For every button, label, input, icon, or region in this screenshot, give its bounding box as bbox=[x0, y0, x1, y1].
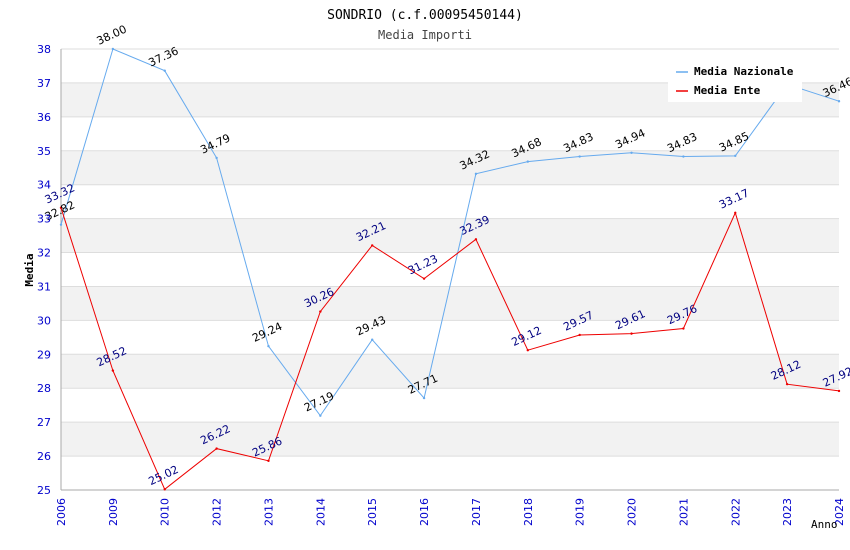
data-point-media-nazionale bbox=[111, 47, 115, 51]
x-tick-label: 2015 bbox=[366, 498, 379, 526]
x-tick-label: 2006 bbox=[55, 498, 68, 526]
series-line-media-nazionale bbox=[60, 48, 840, 417]
data-point-media-ente bbox=[215, 447, 218, 450]
data-point-media-nazionale bbox=[734, 154, 737, 158]
data-label-media-nazionale: 34.94 bbox=[613, 126, 647, 151]
data-point-media-nazionale bbox=[474, 172, 478, 176]
data-point-media-ente bbox=[319, 310, 322, 313]
tick-labels: 25 26 27 28 29 30 31 32 33 34 35 36 37 38 2006 2009 2010… bbox=[37, 43, 846, 526]
y-tick-label: 33 bbox=[37, 213, 51, 226]
y-tick-label: 38 bbox=[37, 43, 51, 56]
data-point-media-ente bbox=[422, 277, 426, 280]
data-point-media-ente bbox=[267, 459, 270, 463]
chart-subtitle: Media Importi bbox=[378, 28, 472, 42]
plot-band bbox=[61, 354, 839, 389]
y-axis-label: Media bbox=[23, 253, 36, 286]
data-label-media-nazionale: 27.19 bbox=[302, 389, 336, 414]
series-line-media-ente bbox=[60, 207, 840, 491]
data-point-media-nazionale bbox=[319, 414, 322, 417]
data-point-media-ente bbox=[734, 211, 737, 215]
legend-label-media-ente: Media Ente bbox=[694, 84, 761, 97]
chart-title: SONDRIO (c.f.00095450144) bbox=[327, 8, 523, 23]
data-point-media-nazionale bbox=[837, 100, 841, 103]
y-tick-label: 30 bbox=[37, 314, 51, 327]
data-point-media-nazionale bbox=[163, 69, 166, 72]
data-point-media-ente bbox=[526, 349, 529, 352]
data-label-media-ente: 25.02 bbox=[147, 463, 181, 488]
data-label-media-ente: 33.17 bbox=[717, 186, 751, 211]
x-tick-label: 2018 bbox=[522, 498, 535, 526]
data-point-media-ente bbox=[785, 382, 789, 386]
x-tick-label: 2024 bbox=[833, 498, 846, 526]
y-tick-label: 31 bbox=[37, 280, 51, 293]
x-tick-label: 2016 bbox=[418, 498, 431, 526]
series-lines bbox=[59, 47, 841, 491]
x-tick-label: 2023 bbox=[781, 498, 794, 526]
data-point-media-nazionale bbox=[215, 156, 218, 160]
data-label-media-ente: 29.12 bbox=[510, 324, 544, 349]
x-tick-label: 2017 bbox=[470, 498, 483, 526]
legend-label-media-nazionale: Media Nazionale bbox=[694, 65, 794, 78]
x-tick-label: 2022 bbox=[729, 498, 742, 526]
plot-bands bbox=[61, 82, 839, 457]
y-tick-label: 26 bbox=[37, 450, 51, 463]
x-tick-label: 2020 bbox=[626, 498, 639, 526]
x-axis-label: Anno bbox=[811, 518, 838, 531]
x-tick-label: 2012 bbox=[211, 498, 224, 526]
data-point-media-ente bbox=[837, 389, 841, 393]
y-tick-label: 29 bbox=[37, 348, 51, 361]
legend: Media Nazionale Media Ente bbox=[668, 58, 802, 102]
data-point-media-ente bbox=[682, 327, 685, 330]
plot-band bbox=[61, 286, 839, 321]
y-tick-label: 25 bbox=[37, 484, 51, 497]
x-tick-label: 2009 bbox=[107, 498, 120, 526]
plot-band bbox=[61, 422, 839, 457]
data-point-media-ente bbox=[111, 369, 115, 372]
data-point-media-ente bbox=[371, 244, 374, 247]
data-point-media-nazionale bbox=[630, 151, 633, 155]
data-point-media-nazionale bbox=[422, 396, 426, 400]
data-label-media-nazionale: 37.36 bbox=[147, 44, 181, 69]
y-tick-label: 28 bbox=[37, 382, 51, 395]
data-point-media-ente bbox=[163, 488, 166, 491]
legend-background bbox=[668, 58, 802, 102]
data-point-media-ente bbox=[474, 238, 478, 241]
data-point-media-nazionale bbox=[267, 344, 270, 348]
y-tick-label: 36 bbox=[37, 111, 51, 124]
x-tick-label: 2010 bbox=[159, 498, 172, 526]
x-tick-label: 2021 bbox=[677, 498, 690, 526]
data-point-media-nazionale bbox=[526, 160, 529, 163]
y-tick-label: 34 bbox=[37, 179, 51, 192]
y-tick-label: 35 bbox=[37, 145, 51, 158]
y-tick-label: 32 bbox=[37, 247, 51, 260]
y-tick-label: 37 bbox=[37, 77, 51, 90]
data-point-media-ente bbox=[630, 332, 633, 335]
data-point-media-nazionale bbox=[371, 338, 374, 341]
data-point-media-ente bbox=[59, 206, 63, 209]
x-tick-label: 2014 bbox=[314, 498, 327, 526]
data-point-media-nazionale bbox=[682, 155, 685, 158]
y-tick-label: 27 bbox=[37, 416, 51, 429]
plot-band bbox=[61, 218, 839, 253]
data-point-media-ente bbox=[578, 333, 581, 337]
data-point-media-nazionale bbox=[59, 223, 63, 226]
data-point-media-nazionale bbox=[578, 155, 581, 158]
data-label-media-nazionale: 38.00 bbox=[95, 23, 129, 48]
data-label-media-ente: 31.23 bbox=[406, 252, 440, 277]
x-tick-label: 2013 bbox=[262, 498, 275, 526]
x-tick-label: 2019 bbox=[574, 498, 587, 526]
axes bbox=[60, 49, 839, 491]
